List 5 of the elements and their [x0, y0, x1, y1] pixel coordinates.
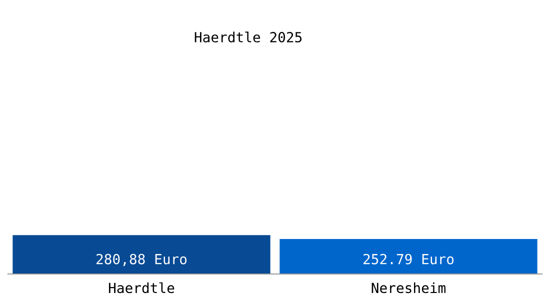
x-tick-label: Haerdtle — [108, 282, 174, 294]
chart-title: Haerdtle 2025 — [194, 32, 302, 42]
data-label: 252.79 Euro — [364, 254, 454, 264]
data-label: 280,88 Euro — [96, 254, 187, 266]
x-tick-label: Neresheim — [372, 282, 446, 294]
